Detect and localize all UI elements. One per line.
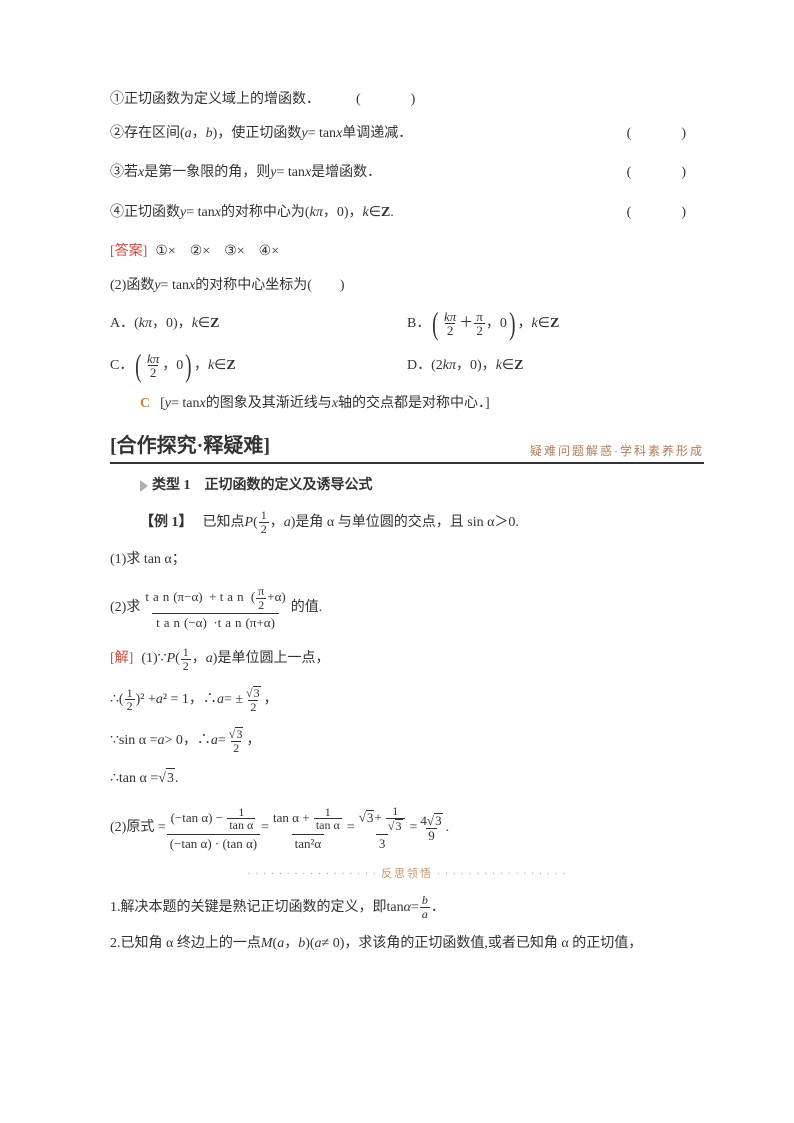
sol-5: (2)原式 = (−tan α) − 1tan α (−tan α) · (ta… xyxy=(110,803,704,853)
reflect-banner: · · · · · · · · · · · · · · · · · 反思领悟 ·… xyxy=(110,867,704,882)
answer-body: ①× ②× ③× ④× xyxy=(155,242,279,262)
section-header: [合作探究·释疑难] 疑难问题解惑·学科素养形成 xyxy=(110,432,704,464)
stmt-1: ①正切函数为定义域上的增函数． ( ) xyxy=(110,90,704,110)
answer-label: [答案] xyxy=(110,242,147,262)
ex1-part1: (1)求 tan α； xyxy=(110,550,704,570)
sol-1: [解] (1)∵ P( 12 ，a) 是单位圆上一点， xyxy=(110,646,704,672)
opt-B: B． ( kπ2 ＋ π2 ，0 ) ， k∈Z xyxy=(407,310,704,338)
reflect-label: 反思领悟 xyxy=(381,867,433,882)
paren-3: ( ) xyxy=(627,163,704,183)
stmt-1-text: ①正切函数为定义域上的增函数． xyxy=(110,90,320,110)
dots-right-icon: · · · · · · · · · · · · · · · · · xyxy=(437,868,567,882)
example-1: 【例 1】 已知点 P( 12 ，a) 是角 α 与单位圆的交点，且 sin α… xyxy=(140,509,704,535)
note-1: 1.解决本题的关键是熟记正切函数的定义，即tanα = ba ． xyxy=(110,894,704,920)
sol-3: ∵sin α = a > 0，∴ a = √32， xyxy=(110,727,704,754)
ex1-part2: (2)求 tan(π−α) + tan (π2+α) tan(−α) ·tan(… xyxy=(110,583,704,632)
paren-1: ( ) xyxy=(356,90,433,110)
sol-4: ∴tan α = √3. xyxy=(110,768,704,789)
opt-C: C． ( kπ2 ，0 ) ， k∈Z xyxy=(110,352,407,380)
section-title: [合作探究·释疑难] xyxy=(110,432,270,460)
section-subtitle: 疑难问题解惑·学科素养形成 xyxy=(530,443,704,460)
note-2: 2.已知角 α 终边上的一点 M(a，b) (a ≠ 0)，求该角的正切函数值,… xyxy=(110,934,704,954)
opt-D: D．(2kπ，0)， k∈Z xyxy=(407,356,704,376)
q2-opts-row1: A．(kπ，0)， k∈Z B． ( kπ2 ＋ π2 ，0 ) ， k∈Z xyxy=(110,310,704,338)
stmt-3: ③若 x 是第一象限的角，则 y = tan x 是增函数． ( ) xyxy=(110,163,704,183)
triangle-icon xyxy=(140,480,148,492)
sol-2: ∴( 12 )² + a² = 1，∴ a = ± √32， xyxy=(110,686,704,713)
dots-left-icon: · · · · · · · · · · · · · · · · · xyxy=(247,868,377,882)
q2-answer: C [ y = tan x 的图象及其渐近线与 x 轴的交点都是对称中心．] xyxy=(140,394,704,414)
opt-A: A．(kπ，0)， k∈Z xyxy=(110,314,407,334)
stmt-2: ②存在区间(a，b)，使正切函数 y = tan x 单调递减． ( ) xyxy=(110,124,704,144)
q2-stem: (2)函数 y = tan x 的对称中心坐标为( ) xyxy=(110,276,704,296)
paren-4: ( ) xyxy=(627,203,704,223)
answer-1: [答案] ①× ②× ③× ④× xyxy=(110,242,704,262)
stmt-4: ④正切函数 y = tan x 的对称中心为(kπ，0)， k∈Z. ( ) xyxy=(110,203,704,223)
type-1-label: 类型 1 正切函数的定义及诱导公式 xyxy=(140,476,704,496)
paren-2: ( ) xyxy=(627,124,704,144)
q2-opts-row2: C． ( kπ2 ，0 ) ， k∈Z D．(2kπ，0)， k∈Z xyxy=(110,352,704,380)
